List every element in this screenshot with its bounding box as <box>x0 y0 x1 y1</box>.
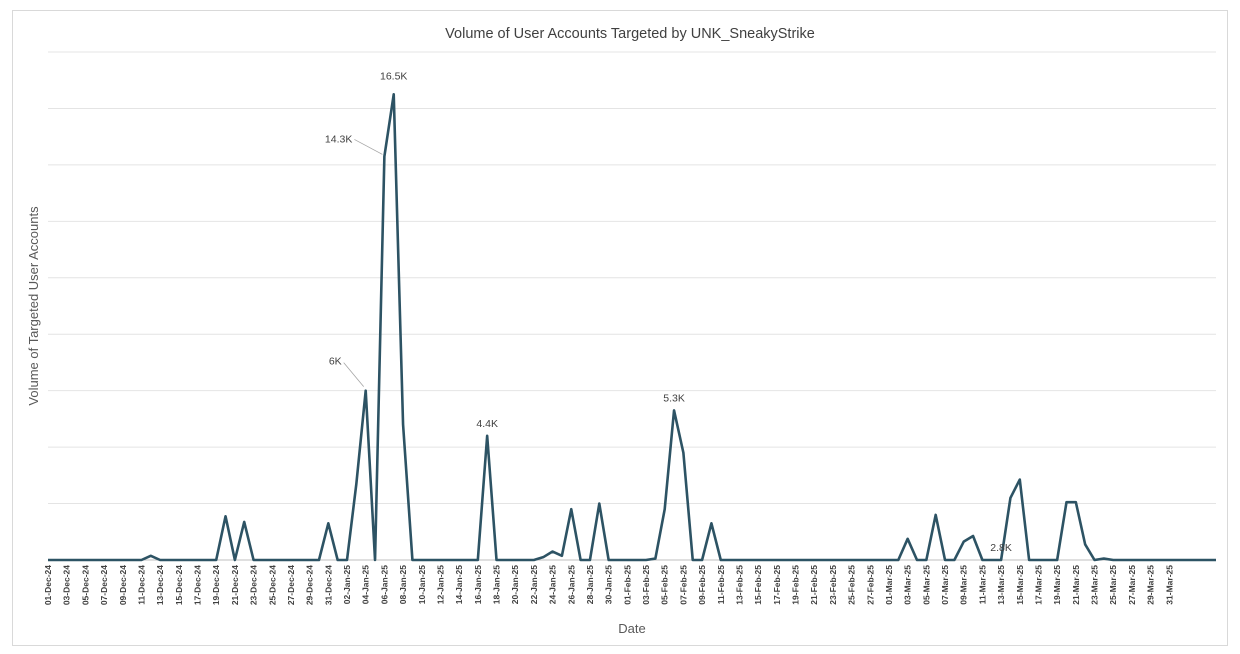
x-tick-label: 17-Mar-25 <box>1033 565 1043 605</box>
x-tick-label: 13-Feb-25 <box>734 565 744 605</box>
data-labels: 6K 14.3K 16.5K 4.4K 5.3K 2.8K <box>325 70 1012 554</box>
x-tick-label: 08-Jan-25 <box>398 565 408 604</box>
chart-frame <box>12 10 1228 646</box>
data-label: 6K <box>329 356 342 368</box>
x-tick-label: 10-Jan-25 <box>417 565 427 604</box>
x-tick-label: 19-Mar-25 <box>1052 565 1062 605</box>
x-tick-label: 15-Dec-24 <box>174 565 184 605</box>
data-label-leader <box>354 139 383 155</box>
data-label: 14.3K <box>325 133 352 145</box>
x-tick-label: 17-Dec-24 <box>193 565 203 605</box>
x-axis-title: Date <box>618 621 645 636</box>
x-tick-label: 21-Mar-25 <box>1071 565 1081 605</box>
x-tick-label: 11-Feb-25 <box>716 565 726 604</box>
x-tick-label: 03-Feb-25 <box>641 565 651 605</box>
x-tick-label: 30-Jan-25 <box>604 565 614 604</box>
x-tick-label: 27-Mar-25 <box>1127 565 1137 605</box>
x-tick-label: 01-Feb-25 <box>622 565 632 605</box>
x-tick-label: 06-Jan-25 <box>379 565 389 604</box>
x-tick-label: 21-Dec-24 <box>230 565 240 605</box>
x-tick-label: 07-Feb-25 <box>678 565 688 605</box>
x-tick-label: 04-Jan-25 <box>361 565 371 604</box>
x-tick-label: 23-Dec-24 <box>249 565 259 605</box>
x-tick-label: 02-Jan-25 <box>342 565 352 604</box>
x-tick-label: 05-Mar-25 <box>921 565 931 605</box>
x-tick-label: 05-Dec-24 <box>80 565 90 605</box>
x-tick-label: 07-Dec-24 <box>99 565 109 605</box>
x-tick-label: 18-Jan-25 <box>492 565 502 604</box>
x-tick-label: 21-Feb-25 <box>809 565 819 605</box>
x-tick-label: 28-Jan-25 <box>585 565 595 604</box>
x-tick-label: 01-Mar-25 <box>884 565 894 605</box>
x-tick-label: 14-Jan-25 <box>454 565 464 604</box>
data-label-leader <box>343 362 365 387</box>
x-tick-label: 13-Dec-24 <box>155 565 165 605</box>
x-tick-label: 15-Mar-25 <box>1015 565 1025 605</box>
chart-title: Volume of User Accounts Targeted by UNK_… <box>445 26 815 42</box>
x-tick-label: 03-Mar-25 <box>903 565 913 605</box>
x-tick-label: 25-Mar-25 <box>1108 565 1118 605</box>
x-tick-label: 05-Feb-25 <box>660 565 670 605</box>
x-tick-label: 26-Jan-25 <box>566 565 576 604</box>
x-tick-label: 23-Feb-25 <box>828 565 838 605</box>
x-tick-label: 09-Mar-25 <box>959 565 969 605</box>
data-label: 5.3K <box>663 392 685 404</box>
gridlines <box>48 51 1216 561</box>
x-tick-label: 29-Mar-25 <box>1146 565 1156 605</box>
x-tick-label: 09-Dec-24 <box>118 565 128 605</box>
x-tick-label: 07-Mar-25 <box>940 565 950 605</box>
x-tick-label: 12-Jan-25 <box>435 565 445 604</box>
x-tick-label: 11-Dec-24 <box>136 565 146 605</box>
x-tick-label: 19-Feb-25 <box>791 565 801 605</box>
x-tick-label: 23-Mar-25 <box>1090 565 1100 605</box>
x-tick-label: 29-Dec-24 <box>305 565 315 605</box>
x-tick-label: 31-Dec-24 <box>323 565 333 605</box>
x-tick-label: 22-Jan-25 <box>529 565 539 604</box>
x-tick-label: 03-Dec-24 <box>62 565 72 605</box>
x-tick-label: 31-Mar-25 <box>1164 565 1174 605</box>
data-label: 2.8K <box>990 542 1012 554</box>
data-label: 4.4K <box>476 418 498 430</box>
x-tick-label: 25-Feb-25 <box>847 565 857 605</box>
x-tick-label: 24-Jan-25 <box>548 565 558 604</box>
x-tick-label: 27-Dec-24 <box>286 565 296 605</box>
x-tick-label: 27-Feb-25 <box>865 565 875 605</box>
x-tick-label: 13-Mar-25 <box>996 565 1006 605</box>
x-tick-label: 20-Jan-25 <box>510 565 520 604</box>
x-tick-label: 16-Jan-25 <box>473 565 483 604</box>
x-tick-label: 15-Feb-25 <box>753 565 763 605</box>
x-tick-label: 01-Dec-24 <box>43 565 53 605</box>
y-axis-title: Volume of Targeted User Accounts <box>26 206 41 406</box>
series-line <box>48 93 1216 562</box>
data-label: 16.5K <box>380 70 407 82</box>
x-tick-label: 25-Dec-24 <box>267 565 277 605</box>
x-tick-label: 09-Feb-25 <box>697 565 707 605</box>
x-tick-labels: 01-Dec-24 03-Dec-24 05-Dec-24 07-Dec-24 09-D… <box>43 565 1174 605</box>
x-tick-label: 19-Dec-24 <box>211 565 221 605</box>
x-tick-label: 17-Feb-25 <box>772 565 782 605</box>
x-tick-label: 11-Mar-25 <box>977 565 987 604</box>
